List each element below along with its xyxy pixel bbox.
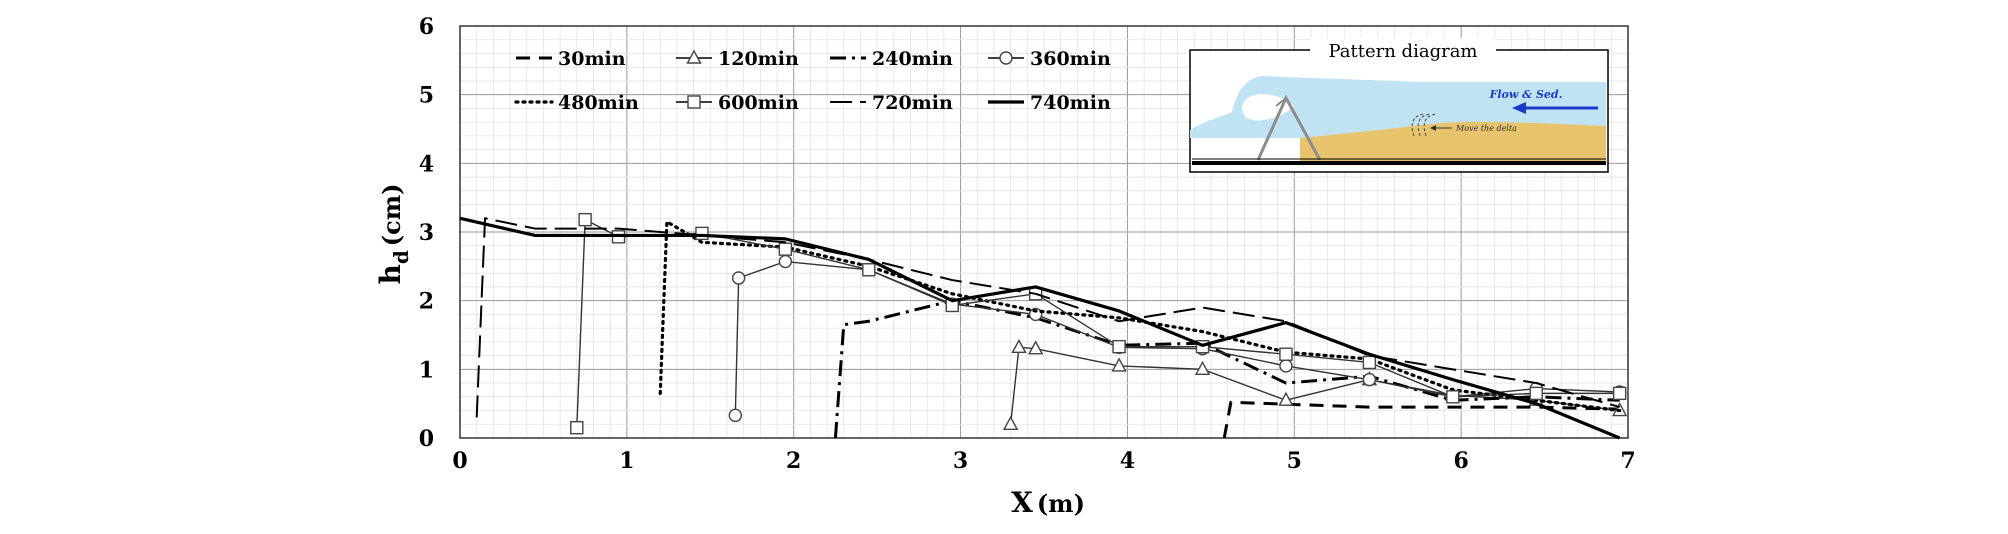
data-point-square (578, 212, 592, 227)
flow-arrow-head (1512, 102, 1526, 114)
data-point-triangle (1002, 415, 1019, 430)
plot-frame (459, 25, 1629, 439)
inset-delta-label: Move the delta (1455, 124, 1517, 133)
inset-structure-strut (1275, 97, 1287, 107)
data-point-square (862, 263, 876, 277)
data-point-square (778, 242, 793, 256)
tick-labels: 0 1 2 3 4 5 6 7 0 1 2 3 4 5 6 (419, 14, 1636, 474)
data-point-triangle (1027, 340, 1044, 355)
series-240min (833, 299, 1620, 439)
inset-sediment (1300, 121, 1606, 162)
y-tick-label: 5 (419, 83, 434, 109)
data-point-square (1279, 347, 1293, 361)
inset-title-bg (1310, 38, 1496, 62)
inset-flow-label: Flow & Sed. (1489, 88, 1563, 101)
x-tick-label: 1 (619, 448, 634, 474)
x-tick-label: 7 (1620, 448, 1635, 474)
data-point-square (1446, 390, 1460, 404)
data-point-circle (778, 254, 793, 269)
y-axis-label: h (374, 264, 407, 284)
legend-item: 600min (676, 92, 799, 114)
series-line (459, 216, 1621, 440)
y-tick-label: 0 (419, 426, 434, 452)
data-point-square (695, 226, 709, 241)
data-point-square (1362, 355, 1377, 370)
legend-label: 720min (872, 92, 953, 114)
x-axis-title: X (m) (1011, 486, 1085, 519)
legend-item: 720min (830, 92, 953, 114)
series-line (475, 217, 1620, 418)
legend-item: 740min (988, 92, 1111, 114)
x-tick-label: 5 (1287, 448, 1302, 474)
x-axis-unit: (m) (1037, 489, 1085, 518)
data-point-square (1529, 386, 1543, 401)
x-axis-label: X (1011, 486, 1033, 519)
delta-front-curves (1411, 113, 1437, 137)
legend: 30min 120min 240min 360min 480min 600min 720mi… (514, 48, 1111, 114)
x-tick-label: 6 (1453, 448, 1468, 474)
data-point-circle (1279, 359, 1293, 373)
legend-item: 120min (676, 48, 799, 70)
legend-item: 30min (516, 48, 626, 70)
data-point-triangle (1111, 357, 1127, 372)
legend-label: 600min (718, 92, 799, 114)
y-axis-unit: (cm) (377, 183, 406, 246)
x-tick-label: 4 (1120, 448, 1135, 474)
legend-item: 240min (830, 48, 953, 70)
legend-label: 480min (558, 92, 639, 114)
delta-arrow-head (1430, 125, 1436, 131)
y-tick-label: 6 (419, 14, 434, 40)
legend-marker-circle (999, 51, 1013, 65)
y-tick-label: 2 (419, 289, 434, 315)
series-line (658, 220, 1622, 413)
series-line (1222, 400, 1620, 439)
legend-item: 480min (514, 92, 639, 114)
legend-label: 120min (718, 48, 799, 70)
data-point-circle (728, 408, 743, 423)
pattern-diagram-inset: Move the delta Flow & Sed. Pattern diagr… (1189, 38, 1609, 173)
data-point-circle (1362, 372, 1377, 387)
x-tick-label: 2 (786, 448, 801, 474)
data-point-triangle (1011, 338, 1027, 354)
data-point-square (1612, 386, 1627, 401)
data-point-triangle (1278, 391, 1294, 406)
x-tick-label: 3 (953, 448, 968, 474)
series-layer (459, 212, 1628, 440)
legend-label: 360min (1030, 48, 1111, 70)
legend-label: 240min (872, 48, 953, 70)
legend-label: 30min (558, 48, 626, 70)
series-480min (658, 220, 1622, 413)
series-line (1009, 346, 1620, 425)
series-740min (459, 216, 1621, 440)
y-axis-title: hd (cm) (374, 183, 413, 284)
legend-item: 360min (988, 48, 1111, 70)
y-tick-label: 1 (419, 357, 434, 383)
inset-title: Pattern diagram (1328, 41, 1477, 62)
legend-label: 740min (1030, 92, 1111, 114)
data-point-triangle (1194, 360, 1211, 376)
data-point-square (1112, 339, 1126, 354)
x-tick-label: 0 (452, 448, 467, 474)
y-tick-label: 4 (419, 151, 434, 177)
series-line (833, 299, 1620, 439)
inset-recirculation (1242, 94, 1294, 121)
legend-marker-triangle (686, 49, 702, 64)
y-axis-subscript: d (389, 250, 413, 264)
legend-marker-square (687, 95, 701, 109)
y-tick-label: 3 (419, 220, 434, 246)
series-720min (475, 217, 1620, 418)
data-point-square (570, 421, 584, 435)
series-30min (1222, 400, 1620, 439)
data-point-circle (731, 271, 746, 285)
